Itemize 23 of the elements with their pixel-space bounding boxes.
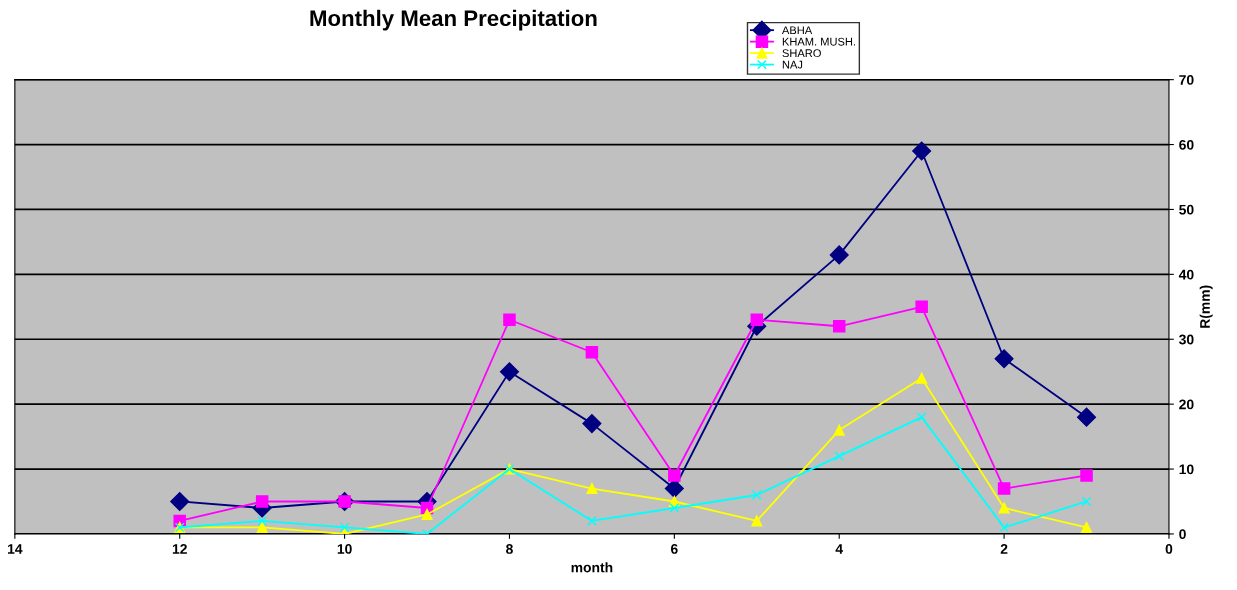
y-tick-label: 0	[1179, 529, 1186, 540]
x-tick-label: 6	[670, 544, 678, 554]
y-tick-label: 20	[1179, 399, 1194, 410]
x-tick-label: 14	[8, 544, 23, 554]
x-tick-label: 0	[1165, 544, 1173, 554]
x-tick-label: 4	[835, 544, 843, 554]
y-tick-label: 30	[1179, 334, 1194, 345]
x-tick-label: 8	[506, 544, 513, 554]
chart-title: Monthly Mean Precipitation	[310, 9, 597, 31]
y-tick-label: 60	[1179, 139, 1194, 150]
x-tick-label: 12	[172, 544, 187, 554]
legend-label: ABHA	[781, 26, 813, 35]
x-axis-title: month	[571, 562, 613, 573]
x-tick-label: 2	[1000, 544, 1008, 554]
y-tick-label: 50	[1179, 204, 1194, 215]
y-tick-label: 70	[1179, 74, 1194, 85]
x-tick-label: 10	[337, 544, 352, 554]
y-tick-label: 10	[1179, 464, 1194, 475]
legend-label: SHARO	[782, 49, 821, 58]
y-axis-title: R(mm)	[1199, 285, 1213, 328]
legend-label: KHAM. MUSH.	[782, 37, 855, 46]
y-tick-label: 40	[1178, 269, 1194, 280]
legend-label: NAJ	[782, 60, 803, 69]
